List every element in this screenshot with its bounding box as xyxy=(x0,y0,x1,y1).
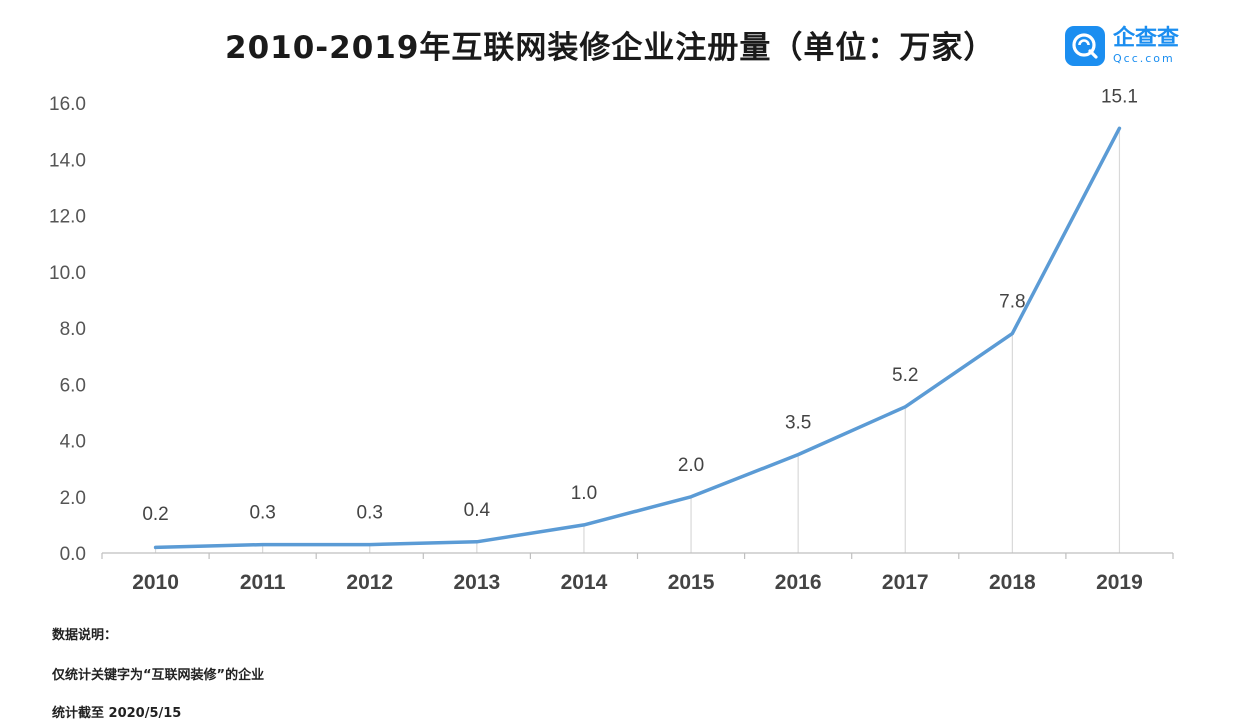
data-label: 0.2 xyxy=(142,504,168,525)
line-chart: 0.02.04.06.08.010.012.014.016.0 0.2 0.3 0.… xyxy=(49,86,1174,594)
x-tick-label: 2014 xyxy=(561,571,608,594)
qcc-logo-icon xyxy=(1065,26,1105,66)
data-label: 0.4 xyxy=(464,500,491,521)
chart-title: 2010-2019年互联网装修企业注册量（单位：万家） xyxy=(225,30,996,66)
y-tick-label: 6.0 xyxy=(60,375,86,396)
data-label: 0.3 xyxy=(249,503,275,524)
x-tick-label: 2012 xyxy=(346,571,393,594)
x-tick-label: 2015 xyxy=(668,571,715,594)
x-axis xyxy=(101,552,1174,559)
y-tick-label: 8.0 xyxy=(60,319,86,340)
y-axis-ticks: 0.0 2.0 4.0 6.0 8.0 10.0 12.0 14.0 16.0 xyxy=(49,94,86,565)
data-label: 5.2 xyxy=(892,365,918,386)
brand-text: 企查查 Qcc.com xyxy=(1113,26,1180,65)
y-tick-label: 16.0 xyxy=(49,94,86,115)
y-tick-label: 12.0 xyxy=(49,207,86,228)
x-tick-label: 2010 xyxy=(132,571,179,594)
y-tick-label: 4.0 xyxy=(60,432,86,453)
data-label: 15.1 xyxy=(1101,86,1138,107)
data-label: 0.3 xyxy=(357,503,383,524)
data-label: 3.5 xyxy=(785,413,811,434)
notes-line-2: 统计截至 2020/5/15 xyxy=(52,706,182,721)
series-line-layer xyxy=(153,126,1122,550)
y-tick-label: 2.0 xyxy=(60,488,86,509)
x-tick-label: 2019 xyxy=(1096,571,1143,594)
brand-logo: 企查查 Qcc.com xyxy=(1065,26,1179,66)
notes-heading: 数据说明： xyxy=(52,628,118,643)
data-labels: 0.2 0.3 0.3 0.4 1.0 2.0 3.5 5.2 7.8 15.1 xyxy=(142,86,1138,525)
series-line xyxy=(153,126,1122,550)
brand-name: 企查查 xyxy=(1113,26,1180,51)
x-tick-label: 2016 xyxy=(775,571,822,594)
notes-line-1: 仅统计关键字为“互联网装修”的企业 xyxy=(52,668,265,683)
y-tick-label: 14.0 xyxy=(49,150,86,171)
y-tick-label: 10.0 xyxy=(49,263,86,284)
data-label: 1.0 xyxy=(571,483,597,504)
data-label: 7.8 xyxy=(999,292,1025,313)
drop-lines xyxy=(154,128,1121,553)
brand-domain: Qcc.com xyxy=(1113,52,1175,65)
x-axis-ticks: 2010 2011 2012 2013 2014 2015 2016 2017 2018 2019 xyxy=(132,571,1143,594)
y-tick-label: 0.0 xyxy=(60,544,86,565)
x-tick-label: 2013 xyxy=(453,571,500,594)
x-tick-label: 2018 xyxy=(989,571,1036,594)
data-label: 2.0 xyxy=(678,455,704,476)
x-tick-label: 2011 xyxy=(240,571,286,594)
x-tick-label: 2017 xyxy=(882,571,929,594)
